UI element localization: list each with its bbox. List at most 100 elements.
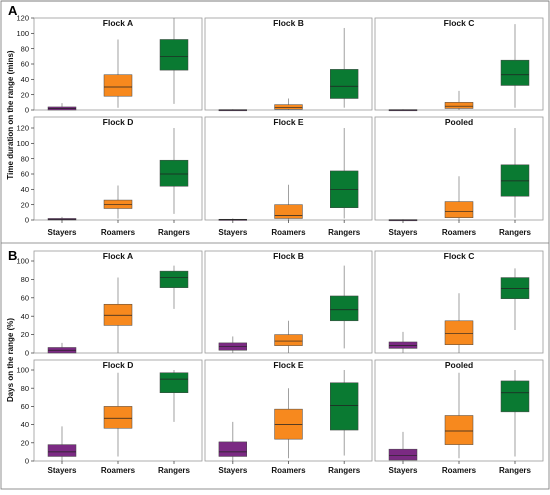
x-tick-label: Stayers [218,228,247,237]
y-tick-label: 0 [25,106,29,115]
panel-title: Flock A [103,251,133,261]
y-tick-label: 100 [16,257,29,266]
y-tick-label: 40 [21,75,29,84]
panel-flock-d: Flock D 0 20 40 60 80 100 Stayers Roamers Rangers [16,359,203,475]
x-tick-label: Roamers [101,466,136,475]
y-tick-label: 60 [21,402,29,411]
box-iqr [388,448,418,461]
box-stayers [218,109,248,112]
y-tick-label: 100 [16,139,29,148]
y-tick-label: 80 [21,154,29,163]
box-iqr [47,444,77,457]
box-rangers [330,265,359,349]
y-axis-label: Time duration on the range (mins) [6,50,15,180]
panel-title: Flock C [444,18,475,28]
panel-pooled: Pooled Stayers Roamers Rangers [374,359,544,475]
box-rangers [159,18,189,104]
y-tick-label: 20 [21,200,29,209]
box-roamers [444,293,474,353]
box-stayers [218,336,248,353]
box-iqr [159,159,189,187]
box-rangers [500,370,530,457]
x-tick-label: Rangers [328,466,361,475]
box-iqr [330,382,359,431]
box-roamers [274,98,303,110]
box-iqr [444,102,474,109]
panel-title: Flock E [273,360,304,370]
box-roamers [103,277,133,353]
box-stayers [47,342,77,354]
x-tick-label: Roamers [271,466,306,475]
panel-title: Flock D [103,117,134,127]
box-rangers [500,24,530,108]
box-iqr [274,104,303,110]
panel-flock-e: Flock E Stayers Roamers Rangers [204,359,373,475]
box-iqr [388,341,418,349]
box-rangers [500,268,530,330]
y-tick-label: 20 [21,330,29,339]
y-tick-label: 120 [16,124,29,133]
box-rangers [330,27,359,108]
box-rangers [159,265,189,309]
box-iqr [274,334,303,346]
panel-title: Pooled [445,117,473,127]
y-tick-label: 80 [21,384,29,393]
x-tick-label: Stayers [218,466,247,475]
box-roamers [444,176,474,220]
x-tick-label: Stayers [389,228,418,237]
box-iqr [103,303,133,326]
box-stayers [218,421,248,461]
box-iqr [103,406,133,429]
x-tick-label: Rangers [499,466,532,475]
y-tick-label: 40 [21,185,29,194]
panel-flock-c: Flock C [374,250,544,354]
y-tick-label: 80 [21,275,29,284]
x-tick-label: Stayers [48,228,77,237]
box-iqr [330,69,359,99]
y-tick-label: 60 [21,170,29,179]
panel-title: Flock B [273,18,304,28]
y-tick-label: 120 [16,14,29,23]
panel-title: Flock A [103,18,133,28]
chart-section-B: B Days on the range (%) Flock A 0 20 40 60 80 10… [1,242,549,475]
box-iqr [159,372,189,394]
x-tick-label: Rangers [328,228,361,237]
y-tick-label: 20 [21,90,29,99]
y-tick-label: 0 [25,349,29,358]
box-stayers [388,109,418,112]
panel-title: Flock C [444,251,475,261]
section-label: A [8,3,18,18]
box-iqr [500,380,530,413]
box-roamers [103,185,133,219]
box-iqr [103,74,133,97]
box-stayers [388,331,418,353]
x-tick-label: Stayers [48,466,77,475]
box-rangers [330,128,359,219]
box-roamers [444,372,474,459]
panel-flock-a: Flock A 0 20 40 60 80 100 [16,250,203,358]
y-tick-label: 60 [21,60,29,69]
box-stayers [388,431,418,461]
panel-flock-e: Flock E Stayers Roamers Rangers [204,116,373,237]
box-roamers [274,388,303,459]
box-iqr [159,39,189,71]
chart-section-A: A Time duration on the range (mins) Flock … [1,0,549,237]
x-tick-label: Roamers [101,228,136,237]
y-tick-label: 100 [16,29,29,38]
x-tick-label: Stayers [389,466,418,475]
y-tick-label: 80 [21,44,29,53]
panel-flock-c: Flock C [374,17,544,112]
panel-title: Flock D [103,360,134,370]
x-tick-label: Rangers [158,466,191,475]
panel-pooled: Pooled Stayers Roamers Rangers [374,116,544,237]
box-stayers [47,426,77,461]
x-tick-label: Roamers [271,228,306,237]
box-rangers [159,128,189,214]
panel-flock-d: Flock D 0 20 40 60 80 100 120 Stayers Roamers Rang… [16,116,203,237]
box-iqr [500,164,530,197]
box-roamers [274,184,303,220]
box-rangers [500,128,530,218]
box-rangers [159,370,189,422]
panel-title: Flock B [273,251,304,261]
